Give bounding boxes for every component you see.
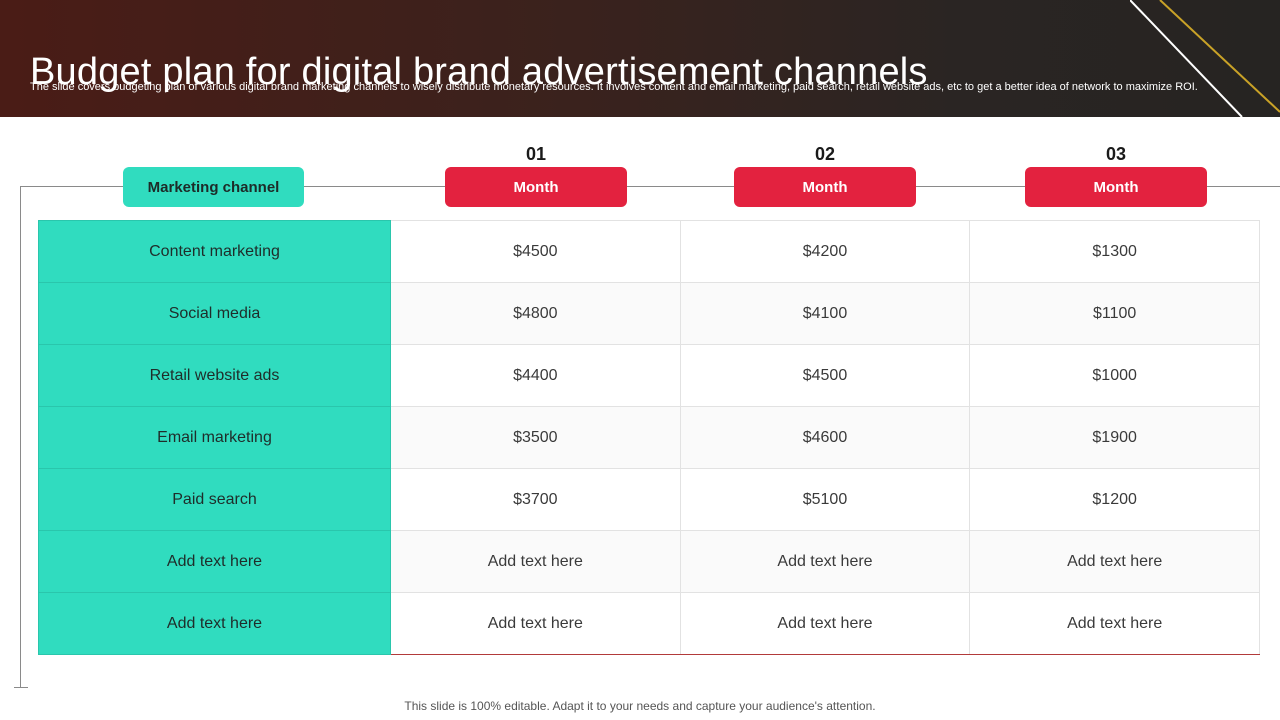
table-row: Paid search $3700 $5100 $1200 (38, 468, 1260, 531)
month-2-number: 02 (814, 144, 836, 164)
frame-line-top (20, 186, 1280, 187)
page-title: Budget plan for digital brand advertisem… (30, 51, 928, 94)
month-3-header: Month (1025, 167, 1207, 207)
value-cell: Add text here (969, 530, 1260, 593)
value-cell: $4500 (679, 344, 971, 407)
decorative-lines-icon (1130, 0, 1280, 117)
value-cell: $4100 (679, 282, 971, 345)
channel-cell: Email marketing (38, 406, 391, 469)
month-2-header: Month (734, 167, 916, 207)
value-cell: $4800 (390, 282, 681, 345)
table-row: Social media $4800 $4100 $1100 (38, 282, 1260, 345)
channel-cell: Retail website ads (38, 344, 391, 407)
month-1-number: 01 (525, 144, 547, 164)
month-1-header: Month (445, 167, 627, 207)
frame-line-foot (14, 687, 28, 688)
value-cell: $3700 (390, 468, 681, 531)
table-row: Add text here Add text here Add text her… (38, 592, 1260, 655)
value-cell: $5100 (679, 468, 971, 531)
value-cell: $1000 (969, 344, 1260, 407)
value-cell: $1100 (969, 282, 1260, 345)
footer-note: This slide is 100% editable. Adapt it to… (404, 699, 876, 713)
value-cell: Add text here (390, 530, 681, 593)
table-row: Retail website ads $4400 $4500 $1000 (38, 344, 1260, 407)
value-cell: $4400 (390, 344, 681, 407)
channel-cell: Add text here (38, 530, 391, 593)
value-cell: Add text here (679, 530, 971, 593)
value-cell: $4500 (390, 220, 681, 283)
frame-line-left (20, 186, 21, 687)
value-cell: $1200 (969, 468, 1260, 531)
budget-table: Content marketing $4500 $4200 $1300 Soci… (38, 220, 1260, 655)
value-cell: Add text here (969, 592, 1260, 655)
value-cell: $1300 (969, 220, 1260, 283)
value-cell: $3500 (390, 406, 681, 469)
value-cell: Add text here (390, 592, 681, 655)
value-cell: $4200 (679, 220, 971, 283)
value-cell: $1900 (969, 406, 1260, 469)
value-cell: Add text here (679, 592, 971, 655)
table-row: Email marketing $3500 $4600 $1900 (38, 406, 1260, 469)
header-banner: Budget plan for digital brand advertisem… (0, 0, 1280, 117)
value-cell: $4600 (679, 406, 971, 469)
table-row: Add text here Add text here Add text her… (38, 530, 1260, 593)
table-row: Content marketing $4500 $4200 $1300 (38, 220, 1260, 283)
month-3-number: 03 (1105, 144, 1127, 164)
channel-cell: Content marketing (38, 220, 391, 283)
channel-cell: Paid search (38, 468, 391, 531)
channel-cell: Add text here (38, 592, 391, 655)
marketing-channel-header: Marketing channel (123, 167, 304, 207)
channel-cell: Social media (38, 282, 391, 345)
page-subtitle: The slide covers budgeting plan of vario… (30, 81, 1198, 93)
